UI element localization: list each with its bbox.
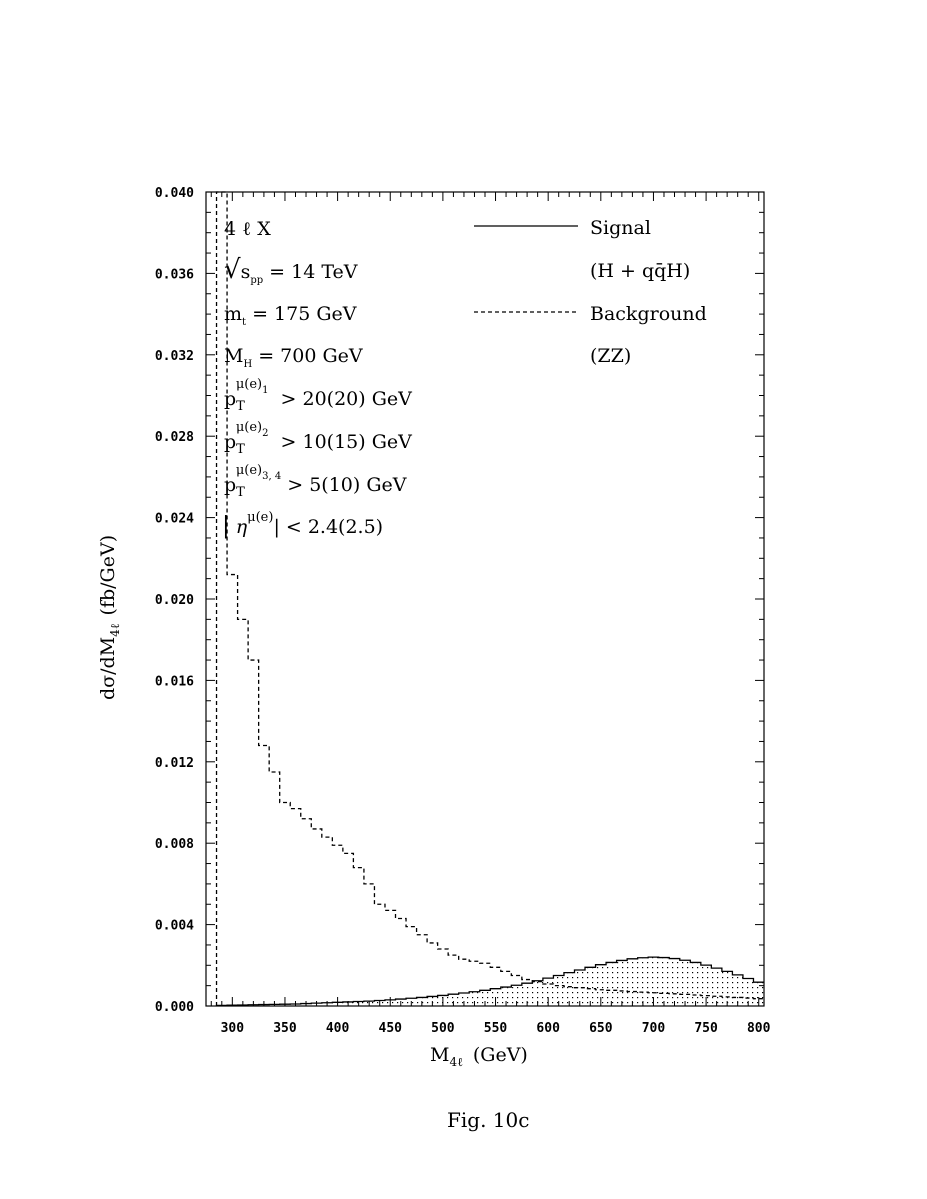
legend-background-label: Background bbox=[590, 303, 707, 325]
y-tick-label: 0.040 bbox=[155, 186, 194, 201]
x-tick-label: 750 bbox=[694, 1021, 718, 1036]
y-axis-label: dσ/dM4ℓ(fb/GeV) bbox=[97, 535, 122, 700]
annotation-process: 4 ℓ X bbox=[224, 218, 271, 240]
signal-line bbox=[215, 956, 764, 1007]
x-tick-label: 450 bbox=[379, 1021, 403, 1036]
annotation-energy: √spp = 14 TeV bbox=[224, 255, 358, 286]
x-tick-label: 700 bbox=[642, 1021, 666, 1036]
y-tick-label: 0.036 bbox=[155, 267, 194, 282]
annotation-higgs-mass: MH = 700 GeV bbox=[224, 345, 363, 370]
legend-signal-sublabel: (H + qq̄H) bbox=[590, 260, 690, 282]
y-tick-label: 0.032 bbox=[155, 349, 194, 364]
annotation-pt-cut-3: pTμ(e)3, 4 > 5(10) GeV bbox=[224, 463, 407, 500]
x-axis: 300 350 400 450 500 550 600 650 700 750 800 bbox=[210, 192, 771, 1036]
annotation-block: 4 ℓ X √spp = 14 TeV mt = 175 GeV MH = 700 G… bbox=[222, 218, 412, 539]
x-axis-label: M4ℓ (GeV) bbox=[430, 1044, 528, 1069]
figure-caption: Fig. 10c bbox=[447, 1108, 530, 1132]
y-tick-label: 0.012 bbox=[155, 756, 194, 771]
legend: Signal (H + qq̄H) Background (ZZ) bbox=[474, 217, 707, 367]
annotation-pt-cut-2: pTμ(e)2 > 10(15) GeV bbox=[224, 420, 412, 457]
y-tick-label: 0.008 bbox=[155, 837, 194, 852]
annotation-pt-cut-1: pTμ(e)1 > 20(20) GeV bbox=[224, 377, 412, 414]
annotation-top-mass: mt = 175 GeV bbox=[224, 303, 357, 328]
x-tick-label: 550 bbox=[484, 1021, 508, 1036]
y-tick-label: 0.016 bbox=[155, 674, 194, 689]
series-group bbox=[215, 191, 764, 1007]
y-tick-label: 0.028 bbox=[155, 430, 194, 445]
legend-background-sublabel: (ZZ) bbox=[590, 345, 631, 367]
y-tick-label: 0.000 bbox=[155, 1000, 194, 1015]
y-tick-label: 0.004 bbox=[155, 919, 194, 934]
x-tick-label: 300 bbox=[221, 1021, 245, 1036]
y-tick-label: 0.020 bbox=[155, 593, 194, 608]
y-axis: 0.000 0.004 0.008 0.012 0.016 0.020 0.024 0.028… bbox=[155, 186, 764, 1015]
x-tick-label: 500 bbox=[431, 1021, 455, 1036]
y-tick-label: 0.024 bbox=[155, 512, 194, 527]
x-tick-label: 800 bbox=[747, 1021, 771, 1036]
legend-signal-label: Signal bbox=[590, 217, 651, 239]
x-tick-label: 400 bbox=[326, 1021, 350, 1036]
signal-fill bbox=[216, 957, 764, 1006]
annotation-eta-cut: | ημ(e)| < 2.4(2.5) bbox=[222, 510, 383, 539]
x-tick-label: 650 bbox=[589, 1021, 613, 1036]
x-tick-label: 600 bbox=[536, 1021, 560, 1036]
x-tick-label: 350 bbox=[273, 1021, 297, 1036]
background-line bbox=[215, 191, 764, 1006]
